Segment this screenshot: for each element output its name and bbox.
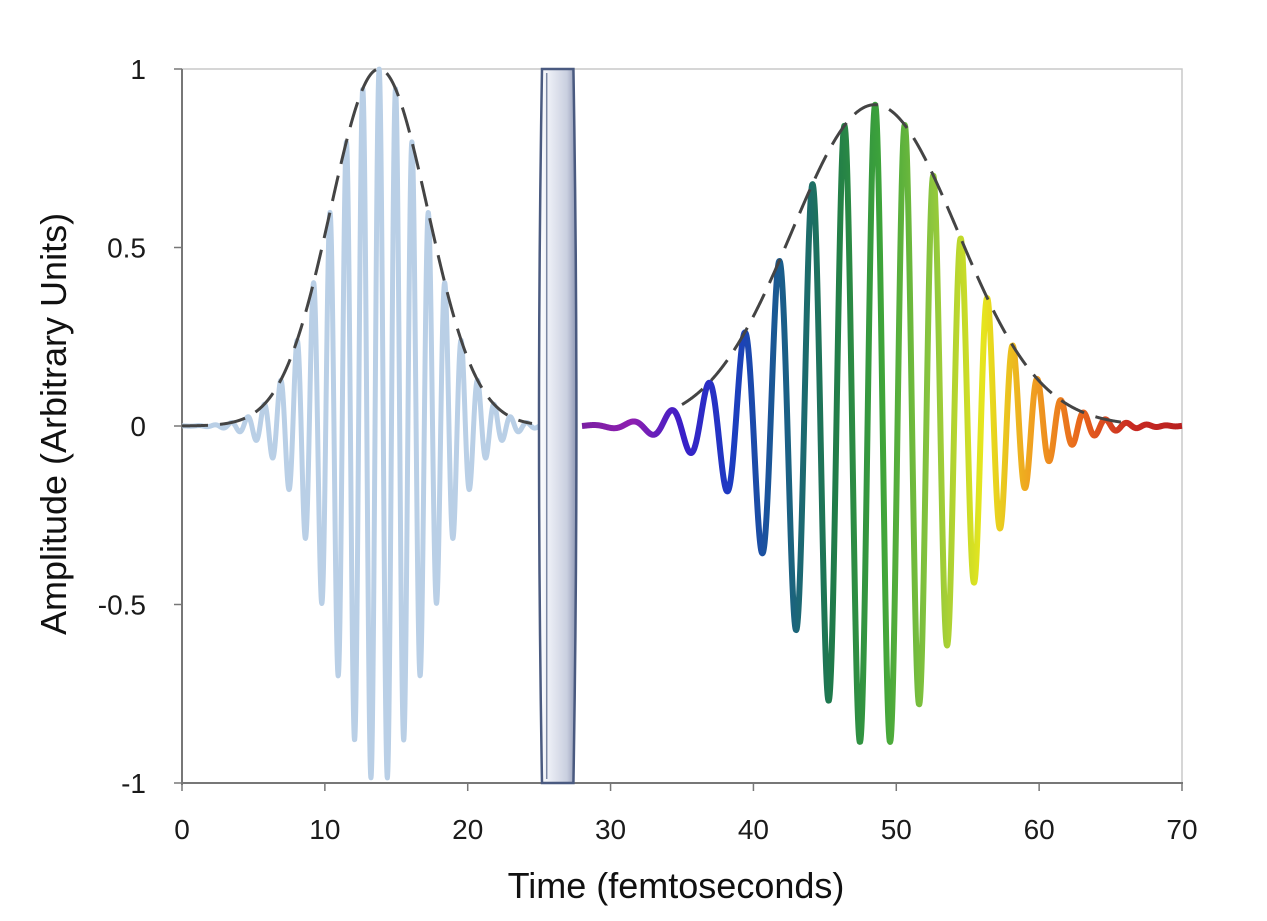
y-tick-label: 0 — [130, 411, 146, 442]
x-axis-label: Time (femtoseconds) — [508, 865, 845, 906]
x-tick-label: 30 — [595, 814, 626, 845]
glass-slab — [537, 67, 578, 785]
y-tick-label: 1 — [130, 54, 146, 85]
x-tick-label: 40 — [738, 814, 769, 845]
y-tick-label: 0.5 — [107, 233, 146, 264]
x-tick-label: 20 — [452, 814, 483, 845]
series-line-output-pulse — [579, 101, 1185, 745]
series-layer — [179, 66, 1185, 781]
y-axis-label: Amplitude (Arbitrary Units) — [33, 213, 74, 635]
x-tick-label: 60 — [1024, 814, 1055, 845]
y-tick-label: -1 — [121, 768, 146, 799]
annotation-layer — [537, 67, 578, 785]
x-tick-label: 0 — [174, 814, 190, 845]
y-ticks: 1 0.5 0 -0.5 -1 — [98, 54, 182, 799]
series-envelope — [681, 103, 1126, 425]
y-tick-label: -0.5 — [98, 590, 146, 621]
x-tick-label: 10 — [309, 814, 340, 845]
x-tick-label: 70 — [1166, 814, 1197, 845]
series-line-input-pulse — [179, 66, 542, 781]
x-tick-label: 50 — [881, 814, 912, 845]
series-envelope — [181, 67, 533, 428]
x-ticks: 0 10 20 30 40 50 60 70 — [174, 783, 1198, 845]
